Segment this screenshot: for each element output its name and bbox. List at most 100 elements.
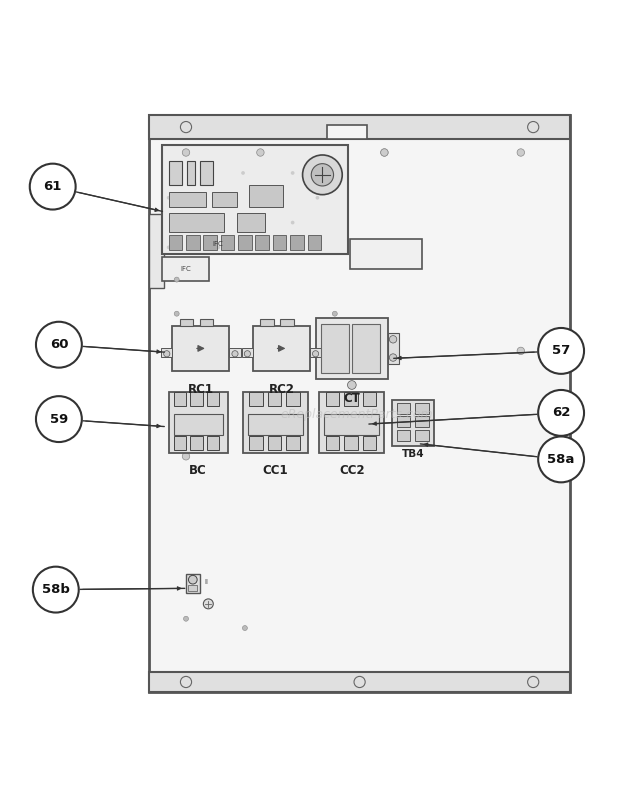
Bar [260, 319, 274, 326]
Circle shape [381, 149, 388, 156]
Circle shape [216, 196, 220, 199]
Circle shape [332, 312, 337, 316]
Bar [186, 235, 200, 251]
Bar [319, 392, 384, 453]
Circle shape [538, 437, 584, 482]
Bar [174, 392, 186, 406]
Bar [200, 319, 213, 326]
Bar [253, 326, 310, 371]
Bar [290, 235, 304, 251]
Bar [174, 414, 223, 435]
Circle shape [184, 616, 188, 622]
Circle shape [182, 347, 190, 355]
Circle shape [291, 221, 294, 224]
Circle shape [528, 122, 539, 133]
Circle shape [164, 351, 170, 357]
Bar [186, 574, 200, 593]
Text: IFC: IFC [180, 266, 191, 272]
Circle shape [266, 196, 270, 199]
Circle shape [180, 122, 192, 133]
Bar [169, 392, 228, 453]
Bar [397, 403, 410, 414]
Bar [207, 392, 219, 406]
Bar [162, 257, 209, 281]
Bar [149, 672, 570, 692]
Circle shape [174, 277, 179, 282]
Text: CC1: CC1 [263, 465, 288, 477]
Circle shape [538, 390, 584, 436]
Text: TB4: TB4 [402, 449, 424, 460]
Bar [243, 392, 308, 453]
Circle shape [517, 347, 525, 355]
Bar [169, 160, 182, 185]
Bar [363, 392, 376, 406]
Bar [363, 437, 376, 450]
Bar [415, 430, 429, 441]
Circle shape [312, 351, 319, 357]
Circle shape [36, 396, 82, 442]
Circle shape [182, 149, 190, 156]
Circle shape [241, 171, 245, 175]
Bar [207, 437, 219, 450]
Circle shape [528, 676, 539, 687]
Bar [327, 125, 367, 139]
Circle shape [311, 163, 334, 186]
Circle shape [242, 626, 247, 630]
Text: CC2: CC2 [339, 465, 365, 477]
Text: CT: CT [343, 392, 360, 405]
Bar [229, 348, 241, 357]
Bar [180, 319, 193, 326]
Bar [316, 318, 388, 379]
Text: 61: 61 [43, 180, 62, 193]
Circle shape [174, 312, 179, 316]
Text: 58b: 58b [42, 583, 69, 596]
Text: II: II [205, 578, 208, 585]
Circle shape [538, 328, 584, 374]
Bar [203, 235, 217, 251]
Bar [161, 348, 172, 357]
Circle shape [33, 566, 79, 613]
Bar [415, 403, 429, 414]
Bar [242, 348, 253, 357]
Bar [249, 185, 283, 207]
Circle shape [192, 171, 195, 175]
Bar [286, 437, 300, 450]
Text: 59: 59 [50, 413, 68, 425]
Bar [188, 586, 197, 591]
Bar [174, 437, 186, 450]
Circle shape [182, 453, 190, 460]
Bar [397, 417, 410, 428]
Bar [352, 324, 380, 372]
Text: BC: BC [189, 465, 207, 477]
Bar [324, 414, 379, 435]
Bar [249, 392, 263, 406]
Bar [172, 326, 229, 371]
Bar [392, 400, 434, 446]
Bar [344, 392, 358, 406]
Circle shape [347, 380, 356, 389]
Bar [308, 235, 321, 251]
Bar [237, 213, 265, 231]
Circle shape [180, 676, 192, 687]
Circle shape [291, 171, 294, 175]
Text: RC2: RC2 [268, 383, 294, 396]
Circle shape [203, 599, 213, 609]
Bar [397, 430, 410, 441]
Bar [310, 348, 321, 357]
Bar [149, 672, 570, 692]
Circle shape [30, 163, 76, 210]
Circle shape [381, 149, 388, 156]
Circle shape [241, 221, 245, 224]
Text: 58a: 58a [547, 453, 575, 466]
Bar [238, 235, 252, 251]
Bar [286, 392, 300, 406]
Circle shape [354, 676, 365, 687]
Bar [149, 115, 570, 692]
Bar [212, 191, 237, 207]
Bar [190, 437, 203, 450]
Bar [415, 417, 429, 428]
Bar [248, 414, 303, 435]
Bar [268, 392, 281, 406]
Bar [344, 437, 358, 450]
Circle shape [244, 351, 250, 357]
